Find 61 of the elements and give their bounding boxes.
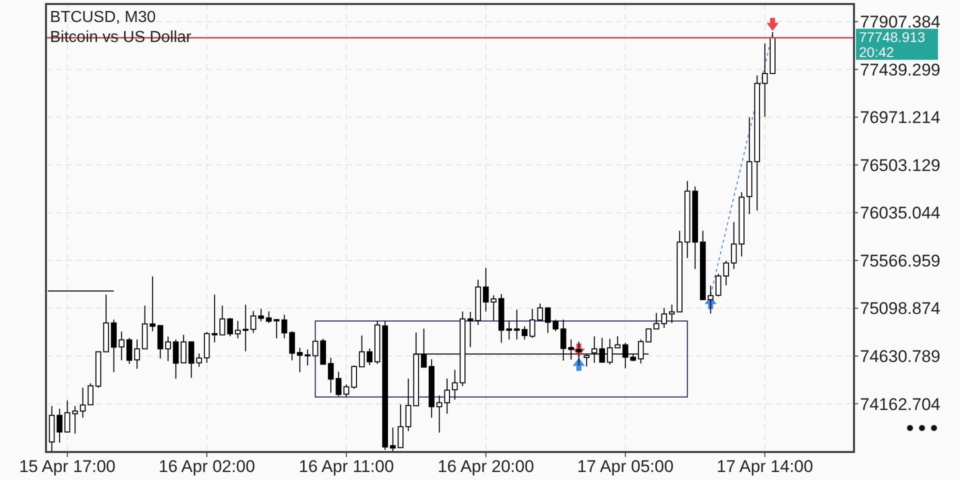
x-tick-label: 17 Apr 14:00	[716, 457, 814, 476]
candlestick	[56, 408, 62, 444]
candlestick	[188, 341, 194, 378]
candlestick	[126, 337, 132, 364]
y-tick-label: 74162.704	[860, 394, 940, 414]
candlestick	[227, 317, 233, 337]
candlestick	[266, 310, 272, 324]
text: 20:42	[859, 44, 894, 60]
candlestick	[88, 382, 94, 406]
candlestick	[80, 387, 86, 418]
candlestick	[274, 318, 280, 339]
candlestick	[180, 334, 186, 364]
candlestick	[436, 394, 442, 434]
candlestick	[234, 320, 241, 339]
candlestick	[172, 339, 179, 380]
candlestick	[444, 378, 450, 414]
candlestick	[467, 311, 474, 348]
y-tick-label: 76035.044	[860, 204, 940, 223]
candlestick	[212, 294, 218, 343]
candlestick	[165, 336, 171, 362]
candlestick	[398, 404, 404, 448]
y-tick-label: 75098.874	[860, 299, 940, 318]
candlestick	[64, 400, 70, 434]
candlestick	[405, 378, 412, 432]
candlestick	[336, 371, 342, 397]
candlestick	[351, 364, 357, 390]
candlestick	[452, 369, 458, 400]
candlestick	[134, 339, 140, 370]
candlestick	[219, 305, 226, 336]
y-tick-label: 77439.299	[860, 60, 940, 80]
x-tick-label: 17 Apr 05:00	[577, 457, 674, 476]
y-tick-label: 76971.214	[860, 108, 940, 128]
x-tick-label: 16 Apr 20:00	[438, 457, 534, 476]
candlestick	[343, 384, 350, 397]
y-tick-label: 76503.129	[860, 156, 940, 175]
candlestick	[366, 348, 372, 366]
candlestick	[390, 427, 396, 452]
x-tick-label: 16 Apr 11:00	[298, 457, 394, 476]
chart-title: BTCUSD, M30	[50, 9, 156, 26]
candlestick	[157, 325, 164, 360]
candlestick	[490, 294, 496, 322]
candlestick	[150, 276, 156, 332]
candlestick	[358, 335, 365, 368]
x-tick-label: 16 Apr 02:00	[158, 457, 256, 476]
y-tick-label: 75566.959	[860, 251, 940, 270]
candlestick	[242, 304, 248, 352]
candlestick	[304, 349, 310, 366]
candlestick	[482, 268, 489, 312]
x-tick-label: 15 Apr 17:00	[19, 457, 116, 476]
candlestick	[296, 347, 303, 373]
candlestick	[289, 330, 295, 361]
candlestick	[196, 353, 202, 368]
candlestick	[258, 308, 264, 322]
candlestick	[281, 314, 288, 339]
candlestick	[328, 357, 334, 394]
candlestick	[72, 406, 78, 434]
candlestick	[320, 338, 326, 365]
y-tick-label: 74630.789	[860, 346, 940, 366]
candlestick	[250, 310, 256, 334]
candlestick	[118, 331, 124, 361]
candlestick	[312, 340, 318, 356]
